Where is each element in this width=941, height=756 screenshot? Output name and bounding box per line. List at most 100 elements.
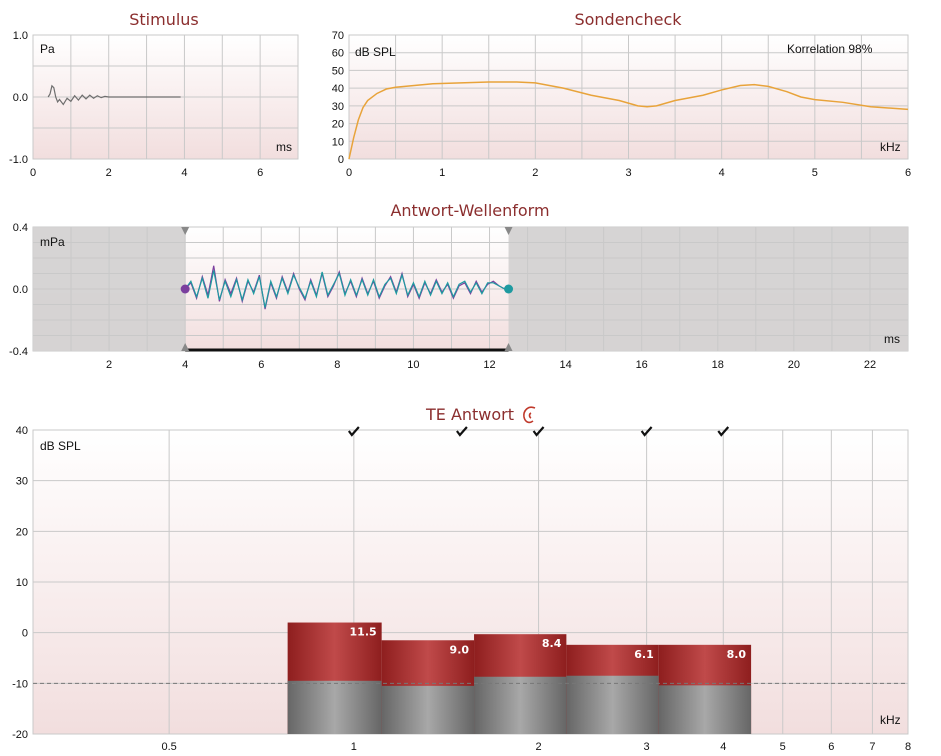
te-antwort-y-tick: -20 bbox=[12, 729, 28, 741]
wellenform-ticks: 2 4 6 8 10 12 14 16 18 20 22 0.4 0.0 -0.4 bbox=[9, 222, 876, 371]
te-antwort-bar-label: 8.4 bbox=[542, 637, 562, 650]
wellenform-y-tick: 0.0 bbox=[13, 284, 28, 296]
sondencheck-series-line bbox=[348, 81, 909, 160]
wellenform-x-tick: 6 bbox=[258, 359, 264, 371]
te-antwort-x-tick: 5 bbox=[780, 741, 786, 753]
stimulus-y-tick: 0.0 bbox=[13, 92, 28, 104]
sondencheck-x-tick: 2 bbox=[532, 167, 538, 179]
wellenform-series-b-line bbox=[184, 270, 506, 308]
wellenform-x-tick: 22 bbox=[864, 359, 876, 371]
sondencheck-y-tick: 10 bbox=[332, 136, 344, 148]
te-antwort-bar-label: 9.0 bbox=[450, 643, 470, 656]
sondencheck-y-tick: 50 bbox=[332, 65, 344, 77]
te-antwort-ylabel: dB SPL bbox=[40, 439, 81, 453]
te-antwort-y-tick: 10 bbox=[16, 577, 28, 589]
sondencheck-grid bbox=[349, 35, 908, 159]
te-antwort-title: TE Antwort bbox=[425, 405, 514, 424]
sondencheck-panel: Sondencheck dB SPL Korrelation 98% kHz 0… bbox=[332, 10, 911, 179]
check-icon bbox=[347, 426, 360, 437]
te-antwort-x-tick: 4 bbox=[720, 741, 726, 753]
wellenform-window-start-marker[interactable] bbox=[180, 284, 190, 294]
te-antwort-x-tick: 3 bbox=[644, 741, 650, 753]
stimulus-x-tick: 2 bbox=[106, 167, 112, 179]
stimulus-x-tick: 0 bbox=[30, 167, 36, 179]
te-antwort-y-tick: -10 bbox=[12, 678, 28, 690]
wellenform-grid bbox=[33, 227, 908, 351]
stimulus-y-tick: -1.0 bbox=[9, 154, 28, 166]
stimulus-ylabel: Pa bbox=[40, 42, 55, 56]
sondencheck-title: Sondencheck bbox=[574, 10, 682, 29]
wellenform-window-end-marker[interactable] bbox=[504, 284, 514, 294]
te-antwort-bar-label: 6.1 bbox=[634, 648, 654, 661]
te-antwort-ticks: 0.5 1 2 3 4 5 6 7 8 40 30 20 10 0 -10 -20 bbox=[12, 425, 911, 753]
sondencheck-x-tick: 1 bbox=[439, 167, 445, 179]
stimulus-x-tick: 4 bbox=[181, 167, 187, 179]
sondencheck-y-tick: 20 bbox=[332, 119, 344, 131]
wellenform-y-tick: 0.4 bbox=[13, 222, 28, 234]
window-handle-bottom-0[interactable] bbox=[181, 343, 190, 351]
sondencheck-y-tick: 30 bbox=[332, 101, 344, 113]
stimulus-series-line bbox=[47, 84, 181, 106]
stimulus-y-tick: 1.0 bbox=[13, 30, 28, 42]
te-antwort-noise-bar bbox=[287, 680, 382, 734]
te-antwort-x-tick: 7 bbox=[869, 741, 875, 753]
sondencheck-x-tick: 5 bbox=[812, 167, 818, 179]
te-antwort-bar-label: 8.0 bbox=[727, 648, 747, 661]
wellenform-x-tick: 8 bbox=[334, 359, 340, 371]
wellenform-x-tick: 12 bbox=[483, 359, 495, 371]
wellenform-title: Antwort-Wellenform bbox=[390, 201, 549, 220]
te-antwort-noise-bar bbox=[474, 676, 567, 734]
te-antwort-x-tick: 2 bbox=[536, 741, 542, 753]
te-antwort-y-tick: 40 bbox=[16, 425, 28, 437]
wellenform-window-handles[interactable] bbox=[181, 227, 513, 351]
wellenform-x-tick: 18 bbox=[712, 359, 724, 371]
te-antwort-noise-bar bbox=[658, 685, 752, 734]
wellenform-x-tick: 16 bbox=[636, 359, 648, 371]
te-antwort-x-tick: 1 bbox=[351, 741, 357, 753]
wellenform-y-tick: -0.4 bbox=[9, 346, 28, 358]
te-antwort-xlabel: kHz bbox=[880, 713, 901, 727]
te-antwort-y-tick: 30 bbox=[16, 476, 28, 488]
sondencheck-x-tick: 3 bbox=[625, 167, 631, 179]
te-antwort-bar-label: 11.5 bbox=[350, 626, 377, 639]
wellenform-xlabel: ms bbox=[884, 332, 900, 346]
check-icon bbox=[717, 426, 730, 437]
window-handle-top-0[interactable] bbox=[181, 227, 190, 235]
sondencheck-y-tick: 40 bbox=[332, 83, 344, 95]
sondencheck-x-tick: 4 bbox=[719, 167, 725, 179]
stimulus-xlabel: ms bbox=[276, 140, 292, 154]
sondencheck-y-tick: 70 bbox=[332, 30, 344, 42]
sondencheck-annotation: Korrelation 98% bbox=[787, 42, 873, 56]
te-antwort-x-tick: 0.5 bbox=[161, 741, 176, 753]
te-antwort-x-tick: 6 bbox=[828, 741, 834, 753]
sondencheck-y-tick: 60 bbox=[332, 48, 344, 60]
stimulus-x-tick: 6 bbox=[257, 167, 263, 179]
sondencheck-x-tick: 0 bbox=[346, 167, 352, 179]
ear-icon bbox=[523, 406, 536, 424]
wellenform-panel: Antwort-Wellenform mPa ms 2 4 6 8 10 12 14 16 18… bbox=[9, 201, 909, 371]
wellenform-ylabel: mPa bbox=[40, 235, 65, 249]
check-icon bbox=[640, 426, 653, 437]
sondencheck-ylabel: dB SPL bbox=[355, 45, 396, 59]
wellenform-x-tick: 20 bbox=[788, 359, 800, 371]
check-icon bbox=[532, 426, 545, 437]
wellenform-x-tick: 2 bbox=[106, 359, 112, 371]
te-antwort-y-tick: 20 bbox=[16, 526, 28, 538]
window-handle-bottom-1[interactable] bbox=[504, 343, 513, 351]
stimulus-title: Stimulus bbox=[129, 10, 199, 29]
window-handle-top-1[interactable] bbox=[504, 227, 513, 235]
te-antwort-y-tick: 0 bbox=[22, 628, 28, 640]
te-antwort-check-marks bbox=[347, 426, 730, 437]
te-antwort-panel: TE Antwort 11.5 9.0 8.4 6.1 8.0 dB SPL kHz 0… bbox=[12, 405, 911, 753]
wellenform-x-tick: 4 bbox=[182, 359, 188, 371]
sondencheck-xlabel: kHz bbox=[880, 140, 901, 154]
te-antwort-bars: 11.5 9.0 8.4 6.1 8.0 bbox=[287, 622, 752, 734]
sondencheck-ticks: 0 1 2 3 4 5 6 70 60 50 40 30 20 10 0 bbox=[332, 30, 911, 179]
wellenform-x-tick: 10 bbox=[407, 359, 419, 371]
check-icon bbox=[456, 426, 468, 437]
stimulus-ticks: 0 2 4 6 1.0 0.0 -1.0 bbox=[9, 30, 263, 179]
wellenform-x-tick: 14 bbox=[559, 359, 571, 371]
sondencheck-y-tick: 0 bbox=[338, 154, 344, 166]
stimulus-panel: Stimulus Pa ms 0 2 4 6 1.0 0.0 -1.0 bbox=[9, 10, 299, 179]
